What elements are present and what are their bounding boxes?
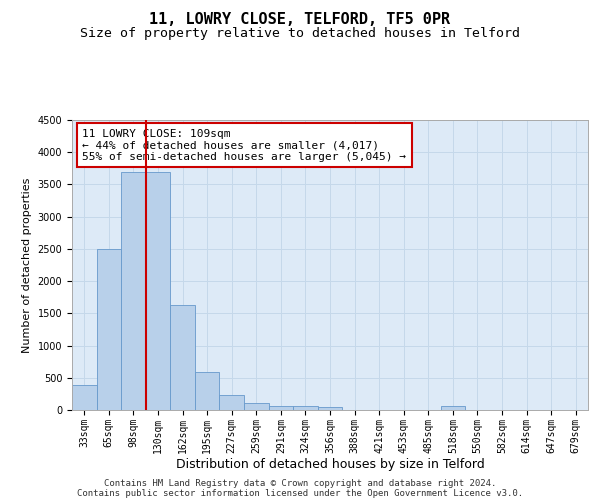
Bar bbox=[121, 172, 146, 410]
Y-axis label: Number of detached properties: Number of detached properties bbox=[22, 178, 32, 352]
Bar bbox=[269, 406, 293, 410]
Bar bbox=[97, 249, 121, 410]
Text: Size of property relative to detached houses in Telford: Size of property relative to detached ho… bbox=[80, 28, 520, 40]
Bar bbox=[244, 403, 269, 410]
Text: Contains public sector information licensed under the Open Government Licence v3: Contains public sector information licen… bbox=[77, 488, 523, 498]
Bar bbox=[293, 406, 318, 410]
Text: 11 LOWRY CLOSE: 109sqm
← 44% of detached houses are smaller (4,017)
55% of semi-: 11 LOWRY CLOSE: 109sqm ← 44% of detached… bbox=[82, 128, 406, 162]
Bar bbox=[146, 172, 170, 410]
Bar bbox=[220, 395, 244, 410]
X-axis label: Distribution of detached houses by size in Telford: Distribution of detached houses by size … bbox=[176, 458, 484, 471]
Bar bbox=[440, 406, 465, 410]
Bar bbox=[318, 408, 342, 410]
Text: 11, LOWRY CLOSE, TELFORD, TF5 0PR: 11, LOWRY CLOSE, TELFORD, TF5 0PR bbox=[149, 12, 451, 28]
Bar bbox=[72, 385, 97, 410]
Bar bbox=[195, 372, 220, 410]
Bar bbox=[170, 305, 195, 410]
Text: Contains HM Land Registry data © Crown copyright and database right 2024.: Contains HM Land Registry data © Crown c… bbox=[104, 478, 496, 488]
